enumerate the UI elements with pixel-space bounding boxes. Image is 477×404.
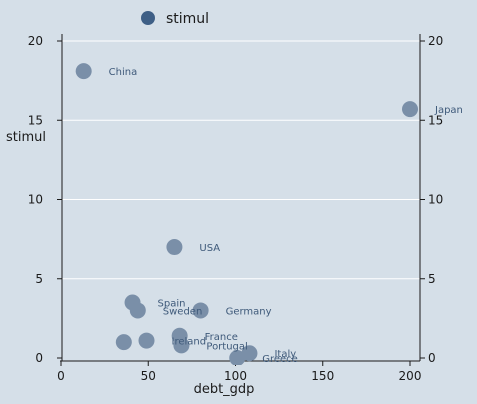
point-label-france: France [205, 332, 238, 343]
y-tick-label-left-5: 5 [35, 272, 43, 286]
y-axis-title: stimul [6, 130, 46, 145]
point-label-spain: Spain [158, 299, 186, 310]
point-label-china: China [109, 67, 138, 78]
point-label-greece: Greece [262, 354, 298, 365]
point-label-portugal: Portugal [206, 341, 247, 352]
y-tick-label-right-5: 5 [428, 272, 436, 286]
data-point-unlabeled-9 [115, 334, 132, 351]
data-point-sweden [129, 302, 146, 319]
y-tick-label-right-15: 15 [428, 113, 443, 127]
x-tick-label-150: 150 [311, 369, 334, 383]
data-point-germany [192, 302, 209, 319]
y-tick-label-right-10: 10 [428, 193, 443, 207]
point-label-japan: Japan [434, 105, 463, 116]
data-point-usa [166, 239, 183, 256]
data-point-italy [241, 345, 258, 362]
data-point-japan [402, 101, 418, 118]
y-tick-label-left-0: 0 [35, 351, 43, 365]
x-tick-label-50: 50 [141, 369, 156, 383]
y-tick-label-left-15: 15 [28, 113, 43, 127]
data-point-china [75, 63, 92, 80]
point-label-sweden: Sweden [163, 306, 203, 317]
x-tick-label-0: 0 [57, 369, 65, 383]
x-axis-title: debt_gdp [194, 382, 255, 397]
point-label-germany: Germany [226, 306, 272, 317]
y-tick-label-right-0: 0 [428, 351, 436, 365]
data-point-ireland [138, 332, 155, 349]
gridlines [62, 40, 420, 280]
y-ticks-right: 0 5 10 15 20 [420, 34, 443, 365]
data-point-portugal [173, 337, 190, 354]
data-point-greece [229, 350, 246, 365]
legend-marker [141, 11, 155, 25]
y-ticks-left: 0 5 10 15 20 [28, 34, 62, 365]
legend-label: stimul [166, 11, 209, 27]
data-points [75, 63, 418, 365]
x-tick-label-100: 100 [224, 369, 247, 383]
y-tick-label-left-20: 20 [28, 34, 43, 48]
legend: stimul [141, 11, 209, 27]
y-tick-label-left-10: 10 [28, 193, 43, 207]
point-label-usa: USA [199, 243, 220, 254]
point-label-ireland: Ireland [172, 337, 207, 348]
y-tick-label-right-20: 20 [428, 34, 443, 48]
x-tick-label-200: 200 [399, 369, 422, 383]
point-label-italy: Italy [274, 349, 296, 360]
